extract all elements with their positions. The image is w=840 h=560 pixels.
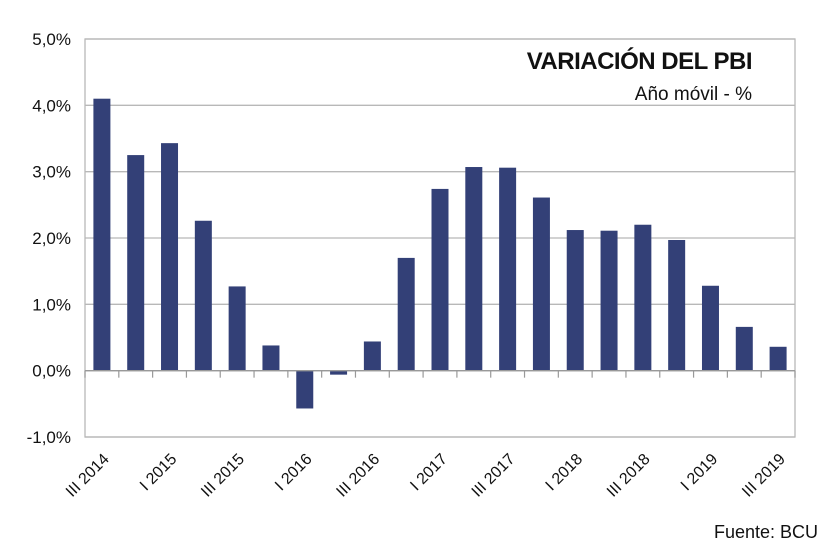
bar bbox=[363, 341, 381, 371]
bar bbox=[161, 143, 179, 371]
x-tick-label: III 2014 bbox=[63, 451, 113, 501]
plot-border bbox=[84, 38, 796, 438]
bar bbox=[431, 188, 449, 371]
bar bbox=[93, 98, 111, 371]
x-tick-label: I 2016 bbox=[272, 451, 316, 495]
bar bbox=[296, 370, 314, 409]
bar bbox=[262, 345, 280, 371]
x-tick-label: III 2015 bbox=[198, 451, 248, 501]
bar bbox=[769, 346, 787, 371]
y-tick-label: 3,0% bbox=[32, 163, 71, 182]
y-tick-label: 1,0% bbox=[32, 295, 71, 314]
bar bbox=[465, 167, 483, 371]
chart-title: VARIACIÓN DEL PBI bbox=[526, 48, 753, 75]
x-tick-label: I 2015 bbox=[137, 451, 181, 495]
bar bbox=[668, 239, 686, 371]
y-tick-label: -1,0% bbox=[27, 428, 71, 447]
bar bbox=[600, 230, 618, 371]
bar bbox=[194, 220, 212, 371]
bar bbox=[397, 257, 415, 371]
bar bbox=[634, 224, 652, 371]
x-tick-label: III 2016 bbox=[333, 451, 383, 501]
bar bbox=[735, 326, 753, 371]
x-tick-label: I 2018 bbox=[543, 451, 587, 495]
bar bbox=[566, 230, 584, 371]
bar bbox=[499, 167, 517, 371]
y-tick-label: 4,0% bbox=[32, 96, 71, 115]
bar bbox=[127, 155, 145, 371]
y-tick-label: 2,0% bbox=[32, 229, 71, 248]
y-tick-label: 5,0% bbox=[32, 30, 71, 49]
y-tick-label: 0,0% bbox=[32, 362, 71, 381]
bar bbox=[532, 197, 550, 371]
x-tick-label: I 2017 bbox=[407, 451, 451, 495]
x-tick-label: III 2019 bbox=[739, 451, 789, 501]
bar bbox=[330, 370, 348, 375]
chart-source: Fuente: BCU bbox=[713, 522, 818, 542]
x-tick-label: III 2018 bbox=[604, 451, 654, 501]
x-tick-label: III 2017 bbox=[469, 451, 519, 501]
bar bbox=[701, 285, 719, 371]
x-tick-label: I 2019 bbox=[678, 451, 722, 495]
chart-subtitle: Año móvil - % bbox=[634, 84, 752, 105]
bar bbox=[228, 286, 246, 371]
